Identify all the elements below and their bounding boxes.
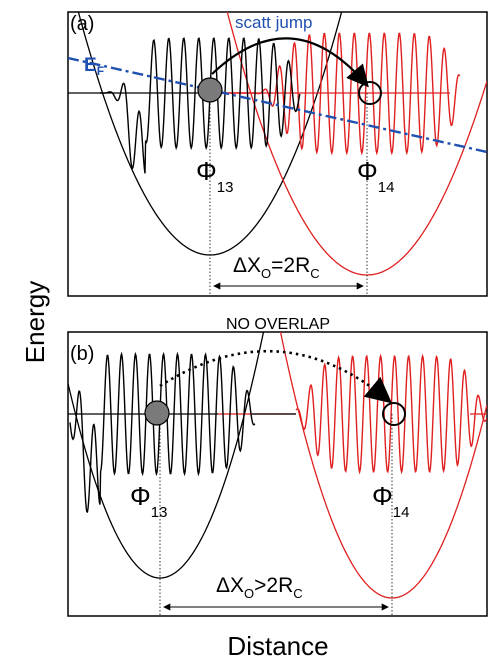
y-axis-label: Energy: [20, 281, 50, 363]
panel-a-jump-label: scatt jump: [235, 13, 312, 32]
panel-b-phi-13-label: Φ13: [130, 481, 167, 521]
panel-b-black-wavefunction: [69, 351, 256, 513]
panel-a-tag: (a): [70, 13, 94, 35]
panel-a-frame: [67, 11, 488, 297]
panel-b: NO OVERLAP (b) Φ13 Φ14 ΔXO>2RC: [67, 316, 488, 617]
panel-a-filled-electron: [197, 77, 223, 103]
panel-b-phi-14-label: Φ14: [372, 481, 409, 521]
panel-b-delta-label: ΔXO>2RC: [216, 574, 303, 601]
panel-b-frame: [67, 331, 488, 617]
panel-b-tag: (b): [70, 343, 94, 365]
panel-a-delta-label: ΔXO=2RC: [233, 254, 320, 281]
panel-b-black-parabola: [68, 332, 265, 579]
panel-b-title: NO OVERLAP: [226, 316, 330, 333]
panel-b-red-parabola: [279, 332, 487, 599]
panel-a-red-wavefunction: [225, 32, 461, 156]
panel-a-black-parabola: [77, 12, 343, 256]
panel-a-scatter-jump-arrow: [211, 37, 369, 88]
panel-a-black-wavefunction: [100, 37, 301, 174]
panel-a-fermi-label: EF: [84, 55, 104, 78]
panel-a-phi-13-label: Φ13: [196, 156, 233, 196]
x-axis-label: Distance: [227, 631, 328, 661]
panel-b-filled-electron: [144, 400, 170, 426]
panel-a-fermi-line: [68, 56, 487, 154]
panel-a-empty-state: [358, 81, 382, 105]
panel-a-red-parabola: [226, 12, 487, 276]
panel-b-red-wavefunction: [295, 353, 487, 475]
panel-b-dotted-jump-arrow: [159, 349, 392, 404]
panel-a: (a) scatt jump EF Φ13 Φ14 ΔXO=2RC: [67, 11, 488, 297]
panel-a-phi-14-label: Φ14: [357, 156, 394, 196]
panel-b-empty-state: [382, 402, 406, 426]
